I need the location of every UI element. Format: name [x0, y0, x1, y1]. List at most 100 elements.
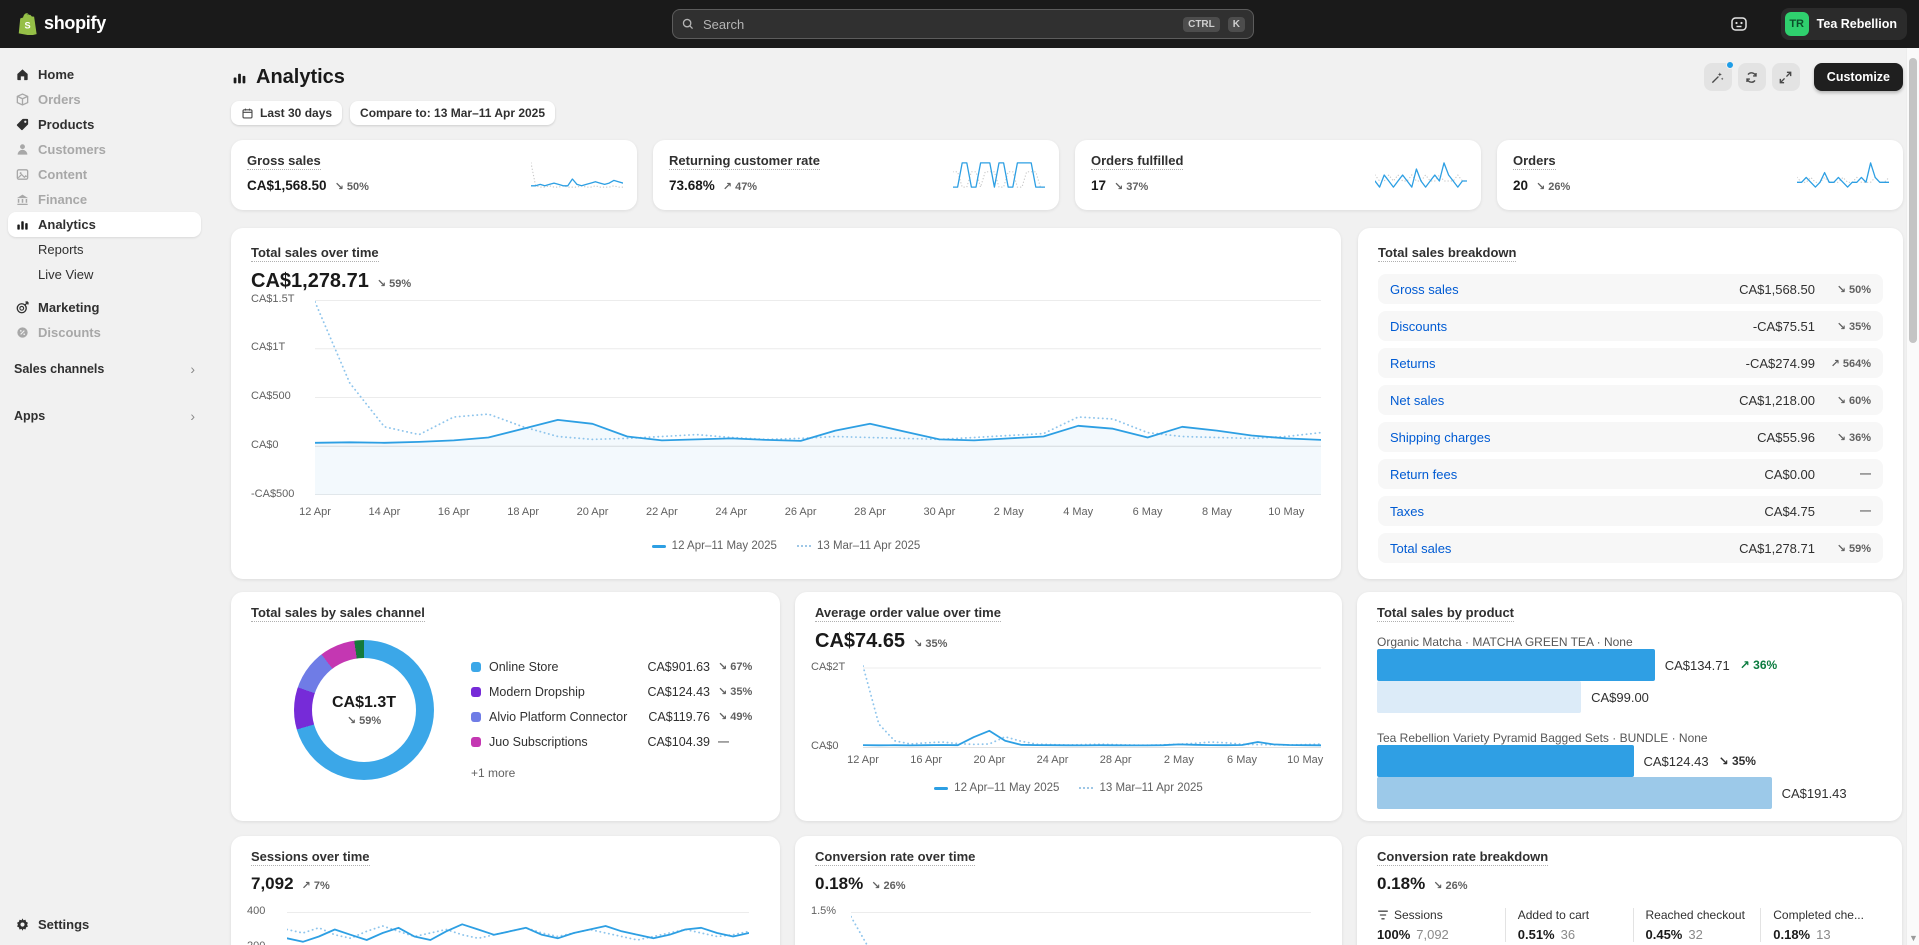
table-row: Discounts-CA$75.51↘ 35% — [1378, 311, 1883, 341]
sidebar-item-live-view[interactable]: Live View — [8, 262, 201, 287]
channel-value: CA$119.76 — [648, 710, 710, 724]
channel-name: Modern Dropship — [489, 685, 639, 699]
metric-title-link[interactable]: Returning customer rate — [669, 153, 820, 170]
legend-swatch — [471, 737, 481, 747]
breakdown-value: CA$0.00 — [1764, 467, 1815, 482]
scrollbar-thumb[interactable] — [1909, 58, 1917, 343]
bar-previous — [1377, 777, 1772, 809]
sidebar-item-content[interactable]: Content — [8, 162, 201, 187]
page-title: Analytics — [231, 66, 345, 89]
sidebar-section-apps[interactable]: Apps › — [8, 403, 201, 428]
y-axis-label: -CA$500 — [251, 488, 294, 500]
sparkline-chart — [531, 160, 623, 190]
chart-title-link[interactable]: Total sales by product — [1377, 605, 1514, 622]
date-range-button[interactable]: Last 30 days — [231, 101, 342, 125]
chart-title-link[interactable]: Total sales breakdown — [1378, 245, 1516, 262]
metric-value: 17 — [1091, 178, 1106, 193]
breakdown-link[interactable]: Net sales — [1390, 393, 1444, 408]
sidebar-item-home[interactable]: Home — [8, 62, 201, 87]
more-channels-link[interactable]: +1 more — [471, 766, 515, 780]
sidebar-item-label: Finance — [38, 192, 87, 207]
metric-change: ↗ 47% — [723, 180, 757, 193]
sidebar-item-products[interactable]: Products — [8, 112, 201, 137]
breakdown-value: CA$4.75 — [1764, 504, 1815, 519]
breakdown-link[interactable]: Discounts — [1390, 319, 1447, 334]
metric-card-gross-sales: Gross sales CA$1,568.50↘ 50% — [231, 140, 637, 210]
x-axis-label: 22 Apr — [646, 506, 678, 518]
sidebar-item-marketing[interactable]: Marketing — [8, 295, 201, 320]
chart-change: ↘ 26% — [1433, 879, 1467, 892]
x-axis: 12 Apr14 Apr16 Apr18 Apr20 Apr22 Apr24 A… — [315, 506, 1321, 522]
chart-title-link[interactable]: Conversion rate over time — [815, 849, 975, 866]
chart-title-link[interactable]: Conversion rate breakdown — [1377, 849, 1548, 866]
chart-title-link[interactable]: Total sales by sales channel — [251, 605, 425, 622]
sidekick-button[interactable] — [1723, 8, 1755, 40]
sidebar-section-sales-channels[interactable]: Sales channels › — [8, 356, 201, 381]
x-axis-label: 2 May — [1164, 754, 1194, 766]
breakdown-change: — — [1815, 468, 1871, 480]
breakdown-link[interactable]: Taxes — [1390, 504, 1424, 519]
list-item: Modern DropshipCA$124.43↘ 35% — [471, 679, 762, 704]
x-axis-label: 16 Apr — [438, 506, 470, 518]
sidebar-item-label: Live View — [38, 267, 93, 282]
legend-current-period: 12 Apr–11 May 2025 — [934, 782, 1059, 794]
search-input[interactable]: Search CTRL K — [672, 9, 1254, 39]
breakdown-link[interactable]: Returns — [1390, 356, 1436, 371]
sessions-line-chart — [287, 912, 749, 945]
bar-value: CA$124.43 — [1644, 754, 1709, 769]
x-axis-label: 28 Apr — [854, 506, 886, 518]
chart-title-link[interactable]: Total sales over time — [251, 245, 379, 262]
x-axis-label: 30 Apr — [924, 506, 956, 518]
chart-value: 0.18% — [1377, 874, 1425, 894]
sidebar: Home Orders Products Customers Content F… — [0, 48, 209, 945]
refresh-data-button[interactable] — [1738, 63, 1766, 91]
compare-button[interactable]: Compare to: 13 Mar–11 Apr 2025 — [350, 101, 555, 125]
sidebar-item-finance[interactable]: Finance — [8, 187, 201, 212]
chart-title-link[interactable]: Average order value over time — [815, 605, 1001, 622]
sidebar-item-analytics[interactable]: Analytics — [8, 212, 201, 237]
chart-title-link[interactable]: Sessions over time — [251, 849, 370, 866]
fullscreen-button[interactable] — [1772, 63, 1800, 91]
customize-button[interactable]: Customize — [1814, 63, 1903, 91]
metric-title-link[interactable]: Gross sales — [247, 153, 321, 170]
chart-value: CA$74.65 — [815, 630, 905, 653]
breakdown-value: CA$55.96 — [1757, 430, 1815, 445]
magic-insights-button[interactable] — [1704, 63, 1732, 91]
scrollbar[interactable]: ▼ — [1906, 48, 1919, 945]
breakdown-link[interactable]: Shipping charges — [1390, 430, 1490, 445]
legend-label: 13 Mar–11 Apr 2025 — [1099, 782, 1202, 794]
metric-change: ↘ 37% — [1114, 180, 1148, 193]
scrollbar-down-arrow[interactable]: ▼ — [1909, 933, 1918, 943]
metrics-row: Gross sales CA$1,568.50↘ 50% Returning c… — [231, 140, 1903, 210]
sidebar-item-label: Products — [38, 117, 94, 132]
metric-card-orders: Orders 20↘ 26% — [1497, 140, 1903, 210]
sparkline-chart — [953, 160, 1045, 190]
product-label: Tea Rebellion Variety Pyramid Bagged Set… — [1377, 731, 1882, 745]
funnel-rate: 0.18% — [1773, 927, 1810, 942]
breakdown-link[interactable]: Return fees — [1390, 467, 1457, 482]
bar-previous — [1377, 681, 1581, 713]
breakdown-change: ↘ 60% — [1815, 394, 1871, 407]
metric-card-orders-fulfilled: Orders fulfilled 17 ↘ 37% — [1075, 140, 1481, 210]
sidebar-item-discounts[interactable]: Discounts — [8, 320, 201, 345]
chart-legend: 12 Apr–11 May 2025 13 Mar–11 Apr 2025 — [795, 782, 1342, 794]
sales-by-channel-card: Total sales by sales channel CA$1.3T ↘ 5… — [231, 592, 780, 821]
breakdown-value: CA$1,568.50 — [1739, 282, 1815, 297]
breakdown-link[interactable]: Total sales — [1390, 541, 1451, 556]
account-menu[interactable]: TR Tea Rebellion — [1781, 8, 1907, 40]
channel-name: Alvio Platform Connector — [489, 710, 640, 724]
legend-line-swatch — [934, 787, 948, 790]
sidebar-item-reports[interactable]: Reports — [8, 237, 201, 262]
sidebar-item-customers[interactable]: Customers — [8, 137, 201, 162]
shopify-logo[interactable]: S shopify — [16, 11, 106, 35]
sidebar-item-settings[interactable]: Settings — [8, 912, 201, 937]
breakdown-link[interactable]: Gross sales — [1390, 282, 1459, 297]
metric-title-link[interactable]: Orders — [1513, 153, 1556, 170]
legend-previous-period: 13 Mar–11 Apr 2025 — [1079, 782, 1202, 794]
metric-title-link[interactable]: Orders fulfilled — [1091, 153, 1183, 170]
sidebar-item-orders[interactable]: Orders — [8, 87, 201, 112]
y-axis-label: CA$0 — [251, 439, 279, 451]
table-row: Net salesCA$1,218.00↘ 60% — [1378, 385, 1883, 415]
bar-value: CA$99.00 — [1591, 690, 1649, 705]
x-axis-label: 14 Apr — [368, 506, 400, 518]
